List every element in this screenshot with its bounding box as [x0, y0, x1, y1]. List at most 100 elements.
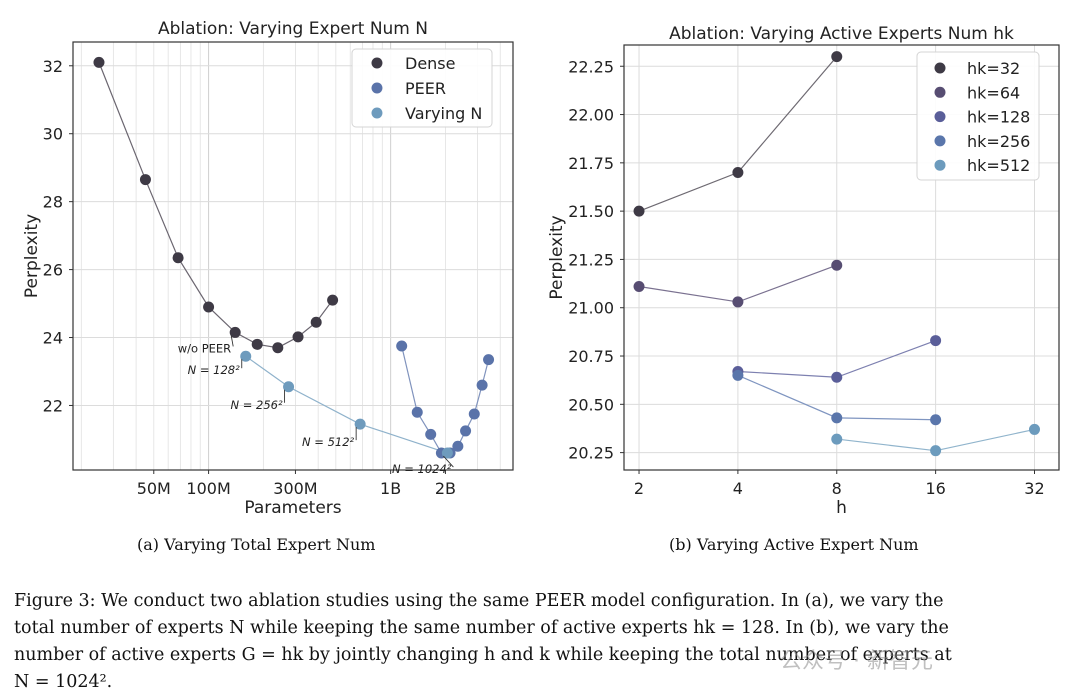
- chart-title: Ablation: Varying Active Experts Num hk: [669, 24, 1014, 44]
- y-tick-label: 21.50: [568, 202, 614, 221]
- y-axis-label: Perplexity: [547, 215, 567, 299]
- x-tick-label: 16: [925, 479, 945, 498]
- caption-line: total number of experts N while keeping …: [14, 618, 949, 638]
- y-tick-label: 30: [43, 125, 63, 144]
- legend-marker: [371, 57, 383, 69]
- data-point: [172, 252, 184, 264]
- watermark: 公众号 · 新智元: [780, 649, 933, 674]
- data-point: [460, 425, 472, 437]
- legend: Dense PEER Varying N: [351, 48, 493, 128]
- chart-varying-expert-num: 22 24 26 28 30 32 50M 100M 300M 1B 2B Ablation: Var…: [22, 19, 514, 518]
- data-point: [203, 301, 215, 313]
- legend-label: hk=64: [967, 83, 1020, 102]
- y-tick-label: 26: [43, 261, 63, 280]
- x-tick-label: 4: [733, 479, 743, 498]
- data-point: [483, 354, 495, 366]
- y-tick-label: 22.25: [568, 57, 614, 76]
- annotation-arrow: [443, 455, 454, 468]
- legend-marker: [371, 107, 383, 119]
- data-point: [732, 167, 744, 178]
- y-tick-label: 22.00: [568, 106, 614, 125]
- legend-label: Varying N: [405, 104, 482, 123]
- legend-label: hk=512: [967, 156, 1030, 175]
- y-tick-label: 24: [43, 329, 63, 348]
- subcaption-b: (b) Varying Active Expert Num: [669, 535, 919, 554]
- y-tick-label: 20.50: [568, 395, 614, 414]
- annotation-arrow: [230, 335, 234, 347]
- data-point: [831, 412, 843, 424]
- data-point: [139, 174, 151, 186]
- data-point: [251, 338, 263, 350]
- data-point: [240, 350, 252, 362]
- y-tick-label: 28: [43, 193, 63, 212]
- data-point: [633, 280, 645, 292]
- data-point: [831, 433, 843, 445]
- data-point: [930, 335, 942, 347]
- y-tick-label: 21.00: [568, 299, 614, 318]
- data-point: [272, 342, 284, 354]
- data-point: [292, 331, 304, 343]
- x-axis-label: Parameters: [244, 498, 341, 518]
- annotation-label: N = 1024²: [392, 462, 452, 476]
- data-point: [310, 316, 322, 328]
- y-tick-label: 22: [43, 396, 63, 415]
- legend-label: hk=256: [967, 132, 1030, 151]
- legend: hk=32 hk=64 hk=128 hk=256 hk=512: [916, 51, 1040, 181]
- data-point: [425, 428, 437, 440]
- y-axis-label: Perplexity: [22, 214, 42, 298]
- x-tick-label: 2B: [435, 479, 456, 498]
- annotation-label: N = 128²: [188, 363, 240, 377]
- x-tick-label: 50M: [137, 479, 171, 498]
- chart-varying-active-experts: 20.25 20.50 20.75 21.00 21.25 21.50 21.75 22.00…: [547, 24, 1060, 518]
- data-point: [93, 56, 105, 68]
- x-tick-label: 32: [1024, 479, 1044, 498]
- data-point: [452, 440, 464, 452]
- grid: [624, 45, 1059, 470]
- legend-marker: [934, 86, 946, 98]
- data-point: [476, 379, 488, 391]
- data-point: [831, 259, 843, 271]
- data-point: [283, 381, 295, 393]
- x-tick-label: 1B: [380, 479, 401, 498]
- subcaption-a: (a) Varying Total Expert Num: [137, 535, 376, 554]
- data-point: [411, 406, 423, 418]
- legend-marker: [934, 159, 946, 171]
- data-point: [633, 205, 645, 217]
- caption-line: Figure 3: We conduct two ablation studie…: [14, 591, 944, 611]
- data-point: [831, 51, 843, 63]
- data-point: [732, 369, 744, 381]
- data-point: [468, 408, 480, 420]
- chart-title: Ablation: Varying Expert Num N: [158, 19, 428, 39]
- grid: [73, 42, 513, 470]
- plot-frame: [72, 41, 514, 471]
- legend-label: Dense: [405, 54, 455, 73]
- data-point: [327, 294, 339, 306]
- data-point: [930, 414, 942, 426]
- x-axis-label: h: [836, 498, 847, 518]
- x-tick-label: 8: [832, 479, 842, 498]
- data-point: [441, 447, 453, 459]
- figure-caption: Figure 3: We conduct two ablation studie…: [14, 588, 1066, 696]
- legend-marker: [934, 135, 946, 147]
- annotation-label: N = 256²: [230, 398, 282, 412]
- legend-box: [351, 48, 493, 128]
- y-tick-label: 21.25: [568, 250, 614, 269]
- legend-label: hk=128: [967, 108, 1030, 127]
- x-tick-label: 100M: [186, 479, 230, 498]
- series-line-dense: [98, 62, 334, 349]
- legend-box: [916, 51, 1040, 181]
- data-point: [930, 445, 942, 457]
- annotation-label: w/o PEER: [178, 341, 231, 355]
- data-point: [732, 296, 744, 308]
- x-tick-label: 300M: [273, 479, 317, 498]
- legend-marker: [934, 62, 946, 74]
- plot-frame: [623, 44, 1060, 471]
- annotation-label: N = 512²: [302, 435, 354, 449]
- y-tick-label: 21.75: [568, 154, 614, 173]
- legend-label: PEER: [405, 79, 446, 98]
- data-point: [229, 326, 241, 338]
- data-point: [1028, 423, 1040, 435]
- legend-marker: [371, 82, 383, 94]
- series-line-varying-n: [245, 355, 448, 454]
